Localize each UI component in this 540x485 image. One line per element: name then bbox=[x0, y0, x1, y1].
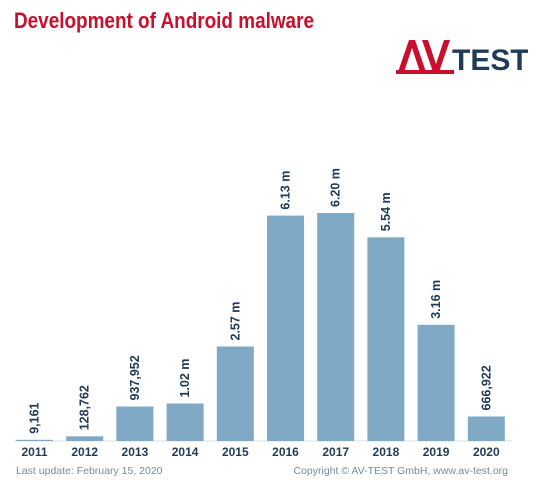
bar-2015 bbox=[216, 346, 254, 441]
value-label-2014: 1.02 m bbox=[178, 359, 192, 398]
logo-test-text: TEST bbox=[452, 44, 528, 76]
x-tick-2013: 2013 bbox=[122, 445, 149, 459]
x-tick-2011: 2011 bbox=[21, 445, 47, 459]
copyright-note: Copyright © AV-TEST GmbH, www.av-test.or… bbox=[293, 465, 509, 477]
bar-2011 bbox=[16, 439, 53, 441]
x-tick-2014: 2014 bbox=[172, 445, 199, 459]
bar-2018 bbox=[367, 237, 405, 441]
bar-2012 bbox=[66, 436, 104, 441]
x-tick-2020: 2020 bbox=[473, 445, 500, 459]
logo-av-mark bbox=[396, 40, 454, 74]
value-labels-group: 9,161 128,762 937,952 1.02 m 2.57 m 6.13 m 6.2… bbox=[28, 168, 494, 434]
value-label-2015: 2.57 m bbox=[228, 302, 242, 341]
x-tick-2012: 2012 bbox=[71, 445, 98, 459]
x-tick-2019: 2019 bbox=[423, 445, 450, 459]
chart-title: Development of Android malware bbox=[14, 8, 314, 33]
x-tick-labels-group: 2011 2012 2013 2014 2015 2016 2017 2018 2019 2020 bbox=[21, 445, 499, 459]
value-label-2020: 666,922 bbox=[479, 365, 493, 410]
x-tick-2016: 2016 bbox=[272, 445, 299, 459]
value-label-2018: 5.54 m bbox=[379, 192, 393, 231]
bars-group bbox=[16, 213, 505, 441]
value-label-2012: 128,762 bbox=[78, 385, 92, 430]
bar-2014 bbox=[166, 403, 204, 441]
x-tick-2017: 2017 bbox=[322, 445, 349, 459]
x-tick-2018: 2018 bbox=[373, 445, 400, 459]
bar-2013 bbox=[116, 406, 154, 441]
value-label-2019: 3.16 m bbox=[429, 280, 443, 319]
value-label-2011: 9,161 bbox=[28, 402, 42, 433]
bar-2020 bbox=[467, 416, 505, 441]
bar-2016 bbox=[267, 215, 304, 441]
value-label-2016: 6.13 m bbox=[279, 171, 293, 210]
x-tick-2015: 2015 bbox=[222, 445, 249, 459]
value-label-2017: 6.20 m bbox=[329, 168, 343, 207]
bar-2019 bbox=[417, 324, 455, 441]
bar-chart: 9,161 128,762 937,952 1.02 m 2.57 m 6.13 m 6.2… bbox=[14, 168, 512, 459]
last-update-note: Last update: February 15, 2020 bbox=[16, 465, 163, 477]
bar-2017 bbox=[317, 213, 355, 441]
av-test-logo: TEST bbox=[396, 40, 528, 76]
value-label-2013: 937,952 bbox=[128, 355, 142, 400]
